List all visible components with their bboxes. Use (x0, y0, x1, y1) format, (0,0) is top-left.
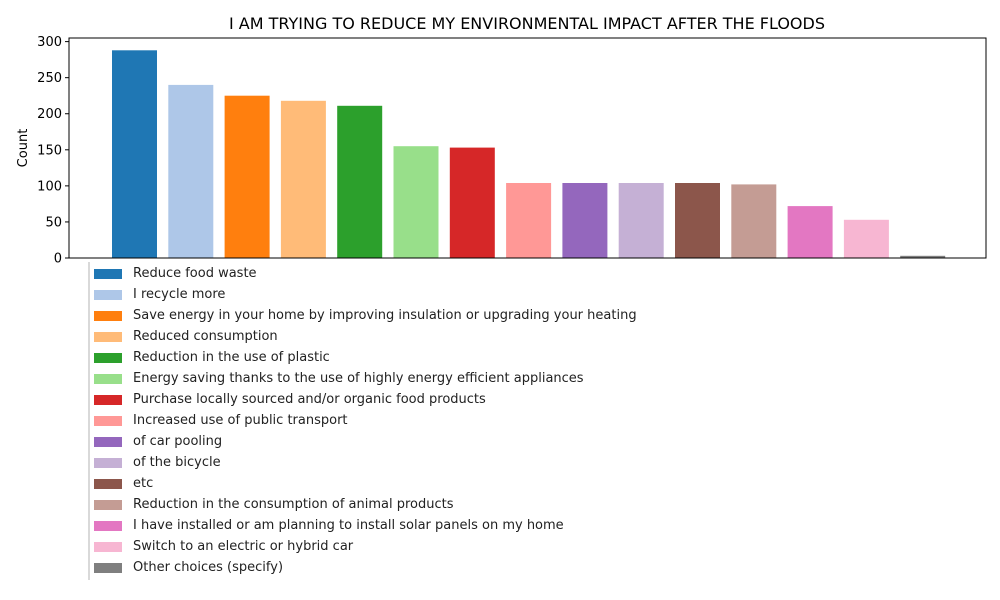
bar (168, 84, 214, 259)
bar (675, 183, 720, 258)
bar (900, 255, 946, 258)
legend-item: of car pooling (94, 431, 637, 452)
legend-item: Save energy in your home by improving in… (94, 305, 637, 326)
bars-group (112, 50, 946, 259)
bar (393, 146, 439, 258)
legend-item: Reduced consumption (94, 326, 637, 347)
legend-item: Reduction in the use of plastic (94, 347, 637, 368)
legend-label: Reduction in the consumption of animal p… (133, 497, 454, 512)
y-tick-label: 300 (37, 35, 62, 50)
legend-swatch (94, 394, 122, 405)
plot-frame (68, 37, 987, 259)
bar (280, 100, 326, 258)
legend-label: Reduce food waste (133, 266, 257, 281)
legend-swatch (94, 541, 122, 552)
legend-swatch (94, 373, 122, 384)
bar (112, 50, 157, 258)
legend-label: Reduction in the use of plastic (133, 350, 330, 365)
y-axis-label: Count (16, 129, 31, 168)
bar (843, 219, 889, 258)
legend-swatch (94, 520, 122, 531)
legend-swatch (94, 268, 122, 279)
bar (506, 183, 552, 258)
legend-swatch (94, 352, 122, 363)
legend-label: I have installed or am planning to insta… (133, 518, 564, 533)
legend-label: etc (133, 476, 154, 491)
y-tick-label: 250 (37, 71, 62, 86)
chart-title: I AM TRYING TO REDUCE MY ENVIRONMENTAL I… (229, 14, 825, 33)
legend-item: I have installed or am planning to insta… (94, 515, 637, 536)
legend-label: Save energy in your home by improving in… (133, 308, 637, 323)
legend-label: Switch to an electric or hybrid car (133, 539, 354, 554)
y-axis-ticks: 0 50 100 150 200 250 300 (37, 35, 69, 267)
legend-label: Reduced consumption (133, 329, 278, 344)
legend-swatch (94, 499, 122, 510)
legend-item: Switch to an electric or hybrid car (94, 536, 637, 557)
y-tick-label: 50 (45, 215, 62, 230)
legend-item: Reduction in the consumption of animal p… (94, 494, 637, 515)
bar (449, 147, 495, 258)
bar (618, 183, 664, 258)
legend-swatch (94, 415, 122, 426)
legend-label: Purchase locally sourced and/or organic … (133, 392, 486, 407)
legend-label: I recycle more (133, 287, 226, 302)
y-tick-label: 150 (37, 143, 62, 158)
legend-swatch (94, 478, 122, 489)
bar (787, 206, 833, 258)
legend-label: Increased use of public transport (133, 413, 348, 428)
legend-item: Purchase locally sourced and/or organic … (94, 389, 637, 410)
bar (562, 183, 608, 258)
legend-swatch (94, 310, 122, 321)
legend-item: Energy saving thanks to the use of highl… (94, 368, 637, 389)
legend-item: I recycle more (94, 284, 637, 305)
legend-label: of the bicycle (133, 455, 221, 470)
y-tick-label: 200 (37, 107, 62, 122)
legend-swatch (94, 289, 122, 300)
legend: Reduce food waste I recycle more Save ener… (94, 263, 637, 578)
legend-swatch (94, 436, 122, 447)
legend-swatch (94, 457, 122, 468)
legend-label: of car pooling (133, 434, 223, 449)
legend-item: of the bicycle (94, 452, 637, 473)
legend-label: Energy saving thanks to the use of highl… (133, 371, 584, 386)
legend-swatch (94, 331, 122, 342)
y-tick-label: 100 (37, 179, 62, 194)
bar (731, 184, 777, 258)
legend-item: Other choices (specify) (94, 557, 637, 578)
legend-item: Increased use of public transport (94, 410, 637, 431)
y-tick-label: 0 (54, 252, 62, 267)
legend-item: Reduce food waste (94, 263, 637, 284)
legend-swatch (94, 562, 122, 573)
legend-label: Other choices (specify) (133, 560, 284, 575)
bar (224, 95, 270, 258)
legend-item: etc (94, 473, 637, 494)
legend-scrollbar[interactable] (88, 262, 90, 580)
bar (337, 105, 383, 258)
